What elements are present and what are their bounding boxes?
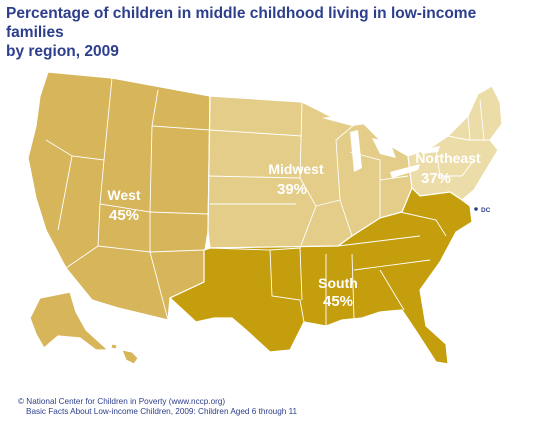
region-name-west: West (107, 187, 141, 203)
region-south[interactable] (168, 186, 473, 365)
footer-line-2: Basic Facts About Low-income Children, 2… (26, 407, 298, 416)
label-west: West 45% (107, 187, 141, 224)
title-line-1: Percentage of children in middle childho… (6, 5, 477, 41)
region-west-alaska[interactable] (29, 291, 110, 351)
label-northeast: Northeast 37% (415, 150, 481, 187)
region-value-northeast: 37% (421, 170, 451, 187)
region-value-south: 45% (323, 293, 353, 310)
title-line-2: by region, 2009 (6, 43, 119, 60)
map-title: Percentage of children in middle childho… (6, 4, 506, 61)
great-lakes (322, 112, 440, 178)
region-value-west: 45% (109, 207, 139, 224)
state-borders (45, 77, 490, 326)
dc-label: DC (481, 207, 491, 214)
label-south: South 45% (318, 275, 358, 310)
footer-line-1: © National Center for Children in Povert… (18, 397, 226, 406)
region-west-hawaii[interactable] (110, 343, 139, 365)
dc-dot-icon (474, 207, 478, 211)
label-midwest: Midwest 39% (268, 161, 324, 198)
source-footer: © National Center for Children in Povert… (18, 397, 297, 417)
region-value-midwest: 39% (277, 181, 307, 198)
region-name-south: South (318, 275, 358, 291)
dc-marker: DC (474, 207, 491, 214)
region-name-midwest: Midwest (268, 161, 324, 177)
region-name-northeast: Northeast (415, 150, 481, 166)
